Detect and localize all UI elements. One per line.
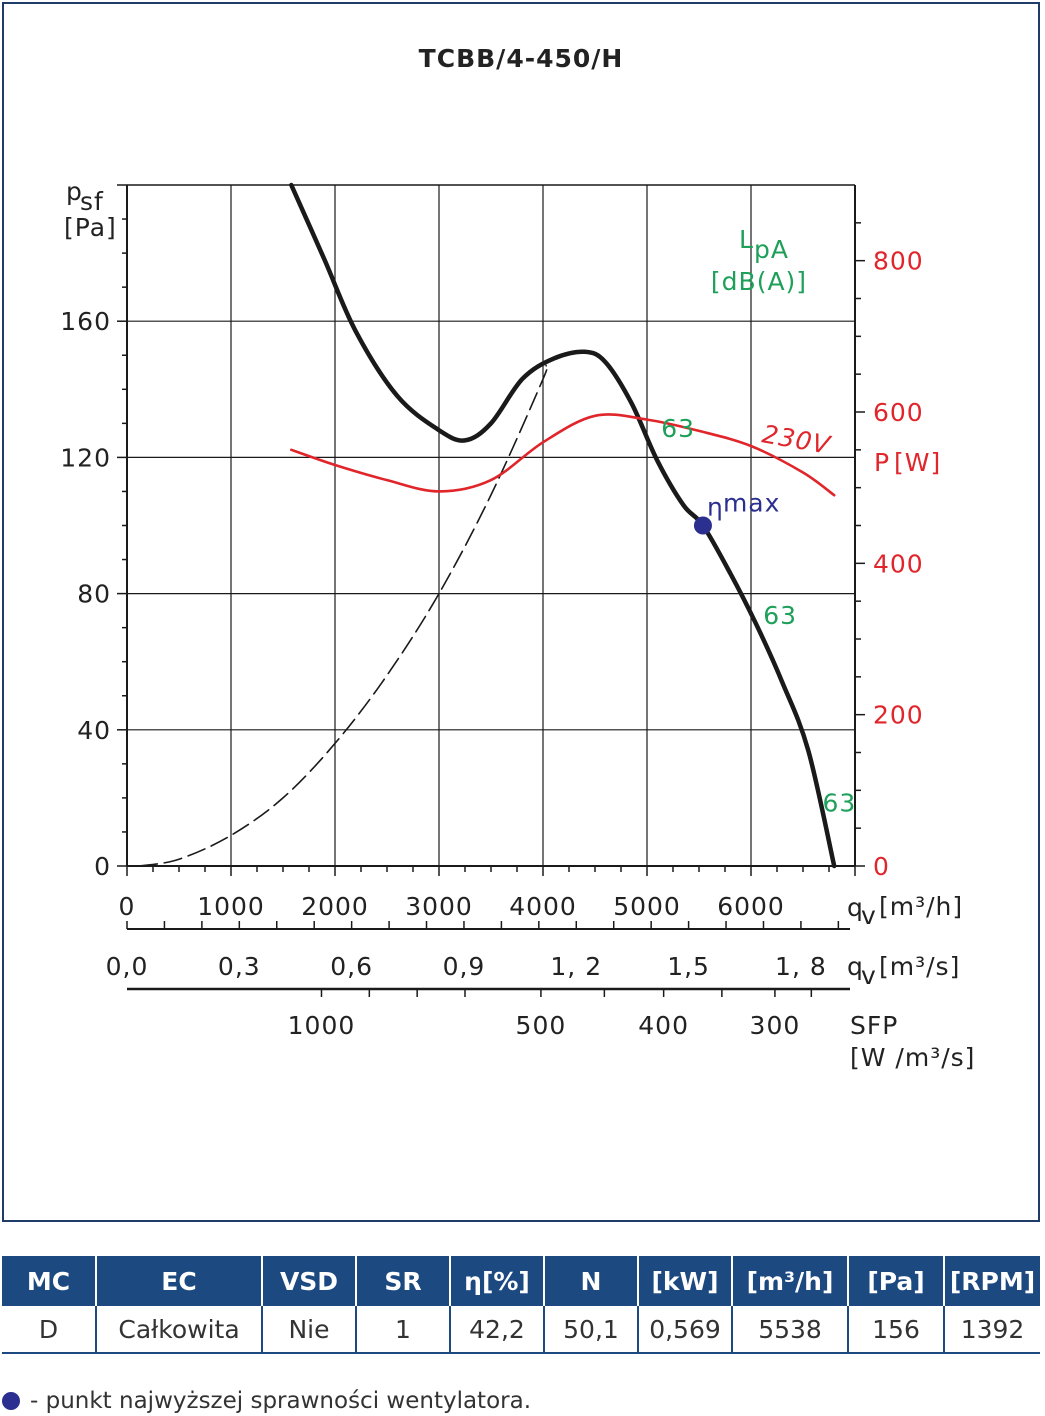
y-tick-label: 160 (60, 307, 111, 336)
x-tick-label: 0 (119, 892, 136, 921)
y2-tick-label: 600 (873, 398, 924, 427)
chart-frame: TCBB/4-450/H 0 40 80 120 160 p sf [Pa] 0 200 400 600… (2, 2, 1040, 1222)
footnote-text: - punkt najwyższej sprawności wentylator… (30, 1388, 532, 1414)
sound-level-annotation: 63 (763, 601, 797, 630)
x-axis-label-sub: v (861, 901, 877, 930)
x-axis-unit: [m³/h] (879, 892, 963, 921)
table-header-row: MC EC VSD SR η[%] N [kW] [m³/h] [Pa] [RP… (2, 1256, 1040, 1306)
x-tick-label: 6000 (717, 892, 785, 921)
system-curve (138, 364, 549, 867)
footnote: - punkt najwyższej sprawności wentylator… (2, 1386, 531, 1416)
sfp-tick-label: 400 (638, 1011, 689, 1040)
y2-tick-label: 0 (873, 852, 890, 881)
eta-max-label-sub: max (723, 489, 780, 518)
header-mc: MC (2, 1256, 97, 1306)
header-vsd: VSD (262, 1256, 357, 1306)
x2-tick-label: 0,0 (106, 952, 149, 981)
sfp-axis-unit: [W /m³/s] (850, 1043, 975, 1072)
header-sr: SR (356, 1256, 451, 1306)
x-tick-label: 3000 (405, 892, 473, 921)
x2-tick-label: 1,5 (667, 952, 710, 981)
sound-level-annotation: 63 (661, 414, 695, 443)
cell-efficiency: 42,2 (450, 1306, 545, 1354)
pressure-curve (289, 182, 837, 869)
performance-chart: TCBB/4-450/H 0 40 80 120 160 psf[Pa] 0 200 400 600… (60, 44, 975, 1072)
x-tick-label: 1000 (197, 892, 265, 921)
x2-tick-label: 1, 2 (550, 952, 602, 981)
sound-level-annotation: 63 (822, 789, 856, 818)
y-tick-label: 80 (77, 580, 111, 609)
x2-tick-label: 1, 8 (775, 952, 827, 981)
x-tick-label: 2000 (301, 892, 369, 921)
header-kw: [kW] (638, 1256, 733, 1306)
y-tick-label: 0 (94, 852, 111, 881)
cell-kw: 0,569 (638, 1306, 733, 1354)
header-ec: EC (96, 1256, 263, 1306)
sound-label-sub: pA (754, 235, 789, 264)
y-axis-unit: [Pa] (64, 213, 117, 242)
cell-pa: 156 (848, 1306, 945, 1354)
y2-tick-label: 200 (873, 701, 924, 730)
efficiency-point-icon (2, 1392, 20, 1410)
x-axis-label: q (847, 893, 864, 922)
x-tick-label: 5000 (613, 892, 681, 921)
header-pa: [Pa] (848, 1256, 945, 1306)
y-axis-label: p (66, 177, 83, 206)
x2-axis-unit: [m³/s] (879, 952, 960, 981)
cell-vsd: Nie (262, 1306, 357, 1354)
chart-title: TCBB/4-450/H (419, 44, 624, 73)
x-tick-label: 4000 (509, 892, 577, 921)
sound-unit: [dB(A)] (711, 267, 807, 296)
cell-rpm: 1392 (944, 1306, 1040, 1354)
x2-tick-label: 0,3 (218, 952, 261, 981)
y2-axis-label: P (874, 448, 890, 477)
y2-tick-label: 400 (873, 549, 924, 578)
y2-axis-unit: [W] (894, 448, 941, 477)
eta-max-label: η (707, 493, 724, 522)
header-rpm: [RPM] (944, 1256, 1040, 1306)
header-flow: [m³/h] (732, 1256, 849, 1306)
sfp-tick-label: 1000 (288, 1011, 356, 1040)
x2-axis-label: q (847, 952, 864, 981)
specs-table: MC EC VSD SR η[%] N [kW] [m³/h] [Pa] [RP… (2, 1256, 1040, 1354)
header-n: N (544, 1256, 639, 1306)
y-axis-label-sub: sf (80, 187, 104, 216)
cell-ec: Całkowita (96, 1306, 263, 1354)
sfp-axis-label: SFP (850, 1011, 898, 1040)
table-row: D Całkowita Nie 1 42,2 50,1 0,569 5538 1… (2, 1306, 1040, 1354)
cell-mc: D (2, 1306, 97, 1354)
sound-label: L (739, 225, 754, 254)
cell-n: 50,1 (544, 1306, 639, 1354)
cell-flow: 5538 (732, 1306, 849, 1354)
header-efficiency: η[%] (450, 1256, 545, 1306)
y-tick-label: 40 (77, 716, 111, 745)
power-curve (290, 413, 836, 497)
x2-axis-label-sub: v (861, 961, 877, 990)
eta-max-point (693, 516, 712, 535)
y2-tick-label: 800 (873, 247, 924, 276)
cell-sr: 1 (356, 1306, 451, 1354)
x2-tick-label: 0,9 (443, 952, 486, 981)
x2-tick-label: 0,6 (330, 952, 373, 981)
sfp-tick-label: 300 (750, 1011, 801, 1040)
y-tick-label: 120 (60, 443, 111, 472)
sfp-tick-label: 500 (516, 1011, 567, 1040)
